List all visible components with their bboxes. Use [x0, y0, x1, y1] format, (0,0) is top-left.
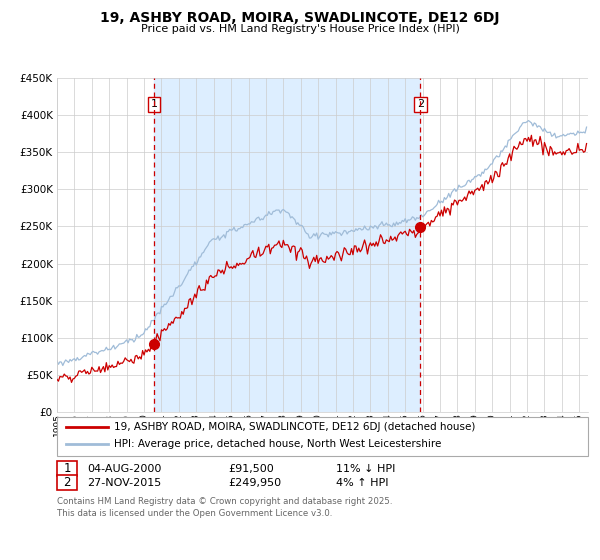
Text: Price paid vs. HM Land Registry's House Price Index (HPI): Price paid vs. HM Land Registry's House … [140, 24, 460, 34]
Text: HPI: Average price, detached house, North West Leicestershire: HPI: Average price, detached house, Nort… [114, 438, 442, 449]
Text: 27-NOV-2015: 27-NOV-2015 [87, 478, 161, 488]
Text: 11% ↓ HPI: 11% ↓ HPI [336, 464, 395, 474]
Text: 1: 1 [151, 99, 158, 109]
Text: 2: 2 [417, 99, 424, 109]
Text: 1: 1 [64, 462, 71, 475]
Text: 2: 2 [64, 476, 71, 489]
Text: Contains HM Land Registry data © Crown copyright and database right 2025.
This d: Contains HM Land Registry data © Crown c… [57, 497, 392, 517]
Text: 04-AUG-2000: 04-AUG-2000 [87, 464, 161, 474]
Text: 19, ASHBY ROAD, MOIRA, SWADLINCOTE, DE12 6DJ: 19, ASHBY ROAD, MOIRA, SWADLINCOTE, DE12… [100, 11, 500, 25]
Text: £91,500: £91,500 [228, 464, 274, 474]
Text: 4% ↑ HPI: 4% ↑ HPI [336, 478, 389, 488]
Text: £249,950: £249,950 [228, 478, 281, 488]
Bar [154, 78, 421, 412]
Text: 19, ASHBY ROAD, MOIRA, SWADLINCOTE, DE12 6DJ (detached house): 19, ASHBY ROAD, MOIRA, SWADLINCOTE, DE12… [114, 422, 475, 432]
